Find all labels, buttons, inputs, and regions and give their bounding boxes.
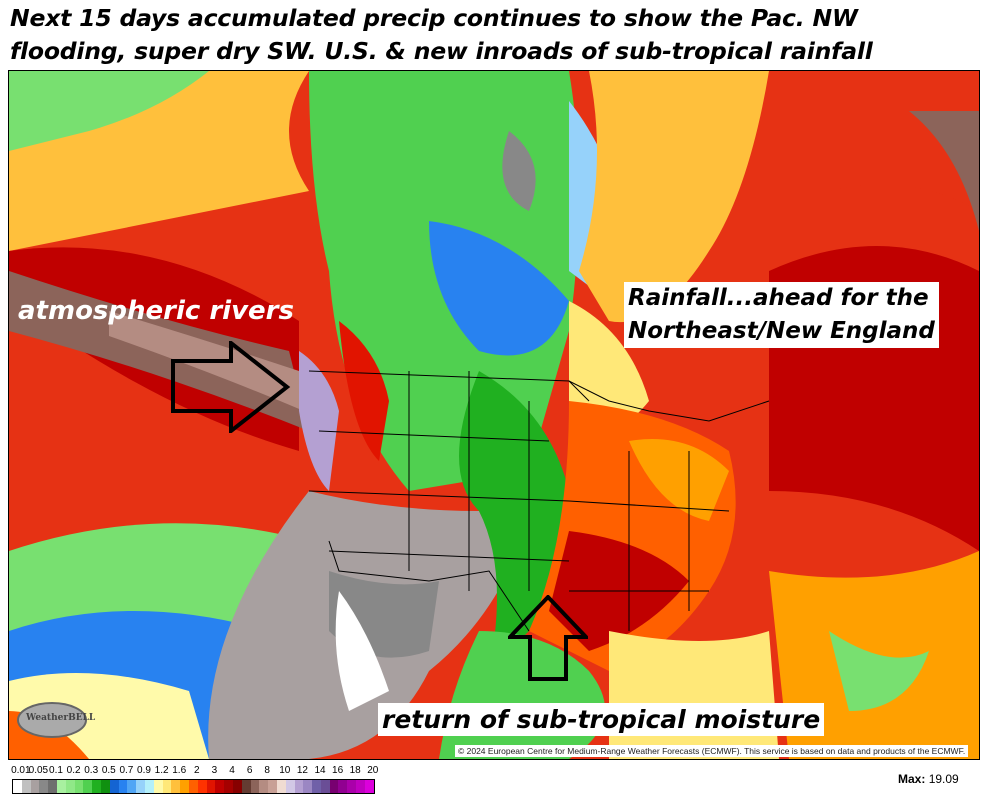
- colorbar-swatch: [224, 780, 233, 793]
- colorbar-swatch: [65, 780, 75, 793]
- max-value: Max: 19.09: [898, 772, 959, 786]
- colorbar-swatch: [74, 780, 84, 793]
- colorbar-swatch: [329, 780, 339, 793]
- colorbar-swatch: [109, 780, 119, 793]
- colorbar-swatch: [347, 780, 357, 793]
- colorbar-label: 0.1: [49, 765, 63, 776]
- precip-map: [8, 70, 980, 760]
- colorbar-swatch: [127, 780, 137, 793]
- colorbar-swatch: [338, 780, 348, 793]
- colorbar-swatch: [162, 780, 172, 793]
- map-title: Next 15 days accumulated precip continue…: [10, 4, 873, 98]
- colorbar-label: 3: [211, 765, 218, 776]
- colorbar-swatch: [30, 780, 40, 793]
- weatherbell-logo: WeatherBELL: [12, 700, 107, 740]
- colorbar-swatch: [259, 780, 269, 793]
- colorbar-swatch: [215, 780, 225, 793]
- colorbar-label: 0.3: [84, 765, 99, 776]
- colorbar-label: 0.01: [11, 765, 31, 776]
- colorbar-swatch: [364, 780, 374, 793]
- colorbar-swatch: [21, 780, 31, 793]
- max-number: 19.09: [928, 772, 959, 786]
- colorbar-label: 0.7: [119, 765, 134, 776]
- colorbar-label: 1.2: [154, 765, 169, 776]
- colorbar-label: 8: [264, 765, 270, 776]
- colorbar-swatch: [48, 780, 57, 793]
- colorbar-swatch: [180, 780, 189, 793]
- colorbar-swatch: [294, 780, 304, 793]
- colorbar-label: 2: [194, 765, 200, 776]
- colorbar-label: 16: [332, 765, 344, 776]
- colorbar-label: 20: [367, 765, 379, 776]
- colorbar-swatch: [188, 780, 198, 793]
- colorbar-swatch: [356, 780, 365, 793]
- colorbar-swatch: [268, 780, 277, 793]
- colorbar-label: 18: [349, 765, 361, 776]
- colorbar-swatch: [118, 780, 128, 793]
- colorbar-swatch: [320, 780, 330, 793]
- atmospheric-rivers-label: atmospheric rivers: [18, 296, 294, 326]
- colorbar-swatch: [92, 780, 101, 793]
- northeast-rainfall-label: Rainfall...ahead for the Northeast/New E…: [624, 282, 939, 348]
- precip-map-graphic: [9, 71, 979, 759]
- northeast-line-2: Northeast/New England: [628, 318, 935, 344]
- colorbar-swatch: [136, 780, 145, 793]
- colorbar-label: 1.6: [172, 765, 187, 776]
- copyright-notice: © 2024 European Centre for Medium-Range …: [455, 745, 969, 757]
- colorbar-swatch: [100, 780, 110, 793]
- colorbar-labels: 0.01 0.05 0.1 0.2 0.3 0.5 0.7 0.9 1.2 1.6 2 3 4 6 8 10 1…: [11, 765, 378, 777]
- colorbar-swatch: [83, 780, 93, 793]
- colorbar-label: 14: [314, 765, 326, 776]
- colorbar-label: 0.5: [101, 765, 116, 776]
- right-arrow-atmospheric-rivers: [171, 341, 291, 433]
- colorbar-swatch: [241, 780, 251, 793]
- colorbar: [12, 779, 375, 794]
- colorbar-label: 0.2: [66, 765, 81, 776]
- colorbar-label: 0.9: [137, 765, 151, 776]
- colorbar-swatch: [303, 780, 313, 793]
- colorbar-label: 10: [279, 765, 291, 776]
- max-label: Max:: [898, 772, 926, 786]
- colorbar-swatch: [39, 780, 49, 793]
- colorbar-swatch: [285, 780, 295, 793]
- colorbar-swatch: [232, 780, 242, 793]
- colorbar-label: 0.05: [28, 765, 49, 776]
- subtropical-moisture-label: return of sub-tropical moisture: [378, 703, 825, 736]
- colorbar-swatch: [197, 780, 207, 793]
- colorbar-swatch: [171, 780, 181, 793]
- colorbar-swatch: [153, 780, 163, 793]
- colorbar-swatch: [312, 780, 321, 793]
- colorbar-swatch: [276, 780, 286, 793]
- colorbar-swatch: [144, 780, 154, 793]
- colorbar-swatch: [250, 780, 260, 793]
- up-arrow-subtropical: [508, 595, 588, 681]
- colorbar-label: 6: [246, 765, 253, 776]
- colorbar-label: 12: [296, 765, 308, 776]
- colorbar-swatch: [206, 780, 216, 793]
- colorbar-swatch: [56, 780, 66, 793]
- colorbar-swatch: [13, 780, 22, 793]
- colorbar-label: 4: [229, 765, 235, 776]
- northeast-line-1: Rainfall...ahead for the: [628, 285, 929, 311]
